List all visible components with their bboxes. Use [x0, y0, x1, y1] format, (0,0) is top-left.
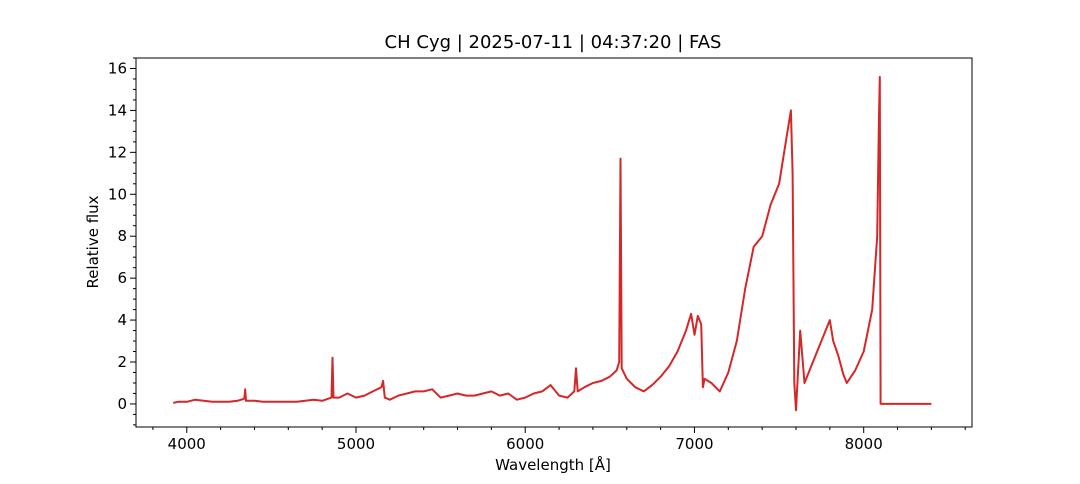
x-tick-label-5000: 5000 — [337, 435, 375, 453]
y-tick-label-4: 4 — [117, 311, 127, 329]
series-line-0 — [172, 75, 932, 412]
y-tick-label-12: 12 — [108, 143, 127, 161]
y-tick-label-2: 2 — [117, 353, 127, 371]
x-tick-label-6000: 6000 — [506, 435, 544, 453]
x-tick-label-7000: 7000 — [675, 435, 713, 453]
y-tick-label-16: 16 — [108, 59, 127, 77]
y-tick-label-6: 6 — [117, 269, 127, 287]
x-axis-label: Wavelength [Å] — [495, 455, 611, 474]
y-axis: 0 2 4 6 8 10 12 14 16 — [108, 57, 136, 426]
x-tick-label-8000: 8000 — [845, 435, 883, 453]
x-axis: 4000 5000 6000 7000 8000 — [152, 427, 966, 453]
y-tick-label-14: 14 — [108, 101, 127, 119]
plot-frame — [135, 57, 973, 428]
y-tick-label-8: 8 — [117, 227, 127, 245]
x-tick-label-4000: 4000 — [168, 435, 206, 453]
chart-title: CH Cyg | 2025-07-11 | 04:37:20 | FAS — [385, 32, 722, 53]
y-axis-label: Relative flux — [84, 195, 102, 288]
series-layer — [172, 75, 932, 412]
y-tick-label-0: 0 — [117, 395, 127, 413]
y-tick-label-10: 10 — [108, 185, 127, 203]
